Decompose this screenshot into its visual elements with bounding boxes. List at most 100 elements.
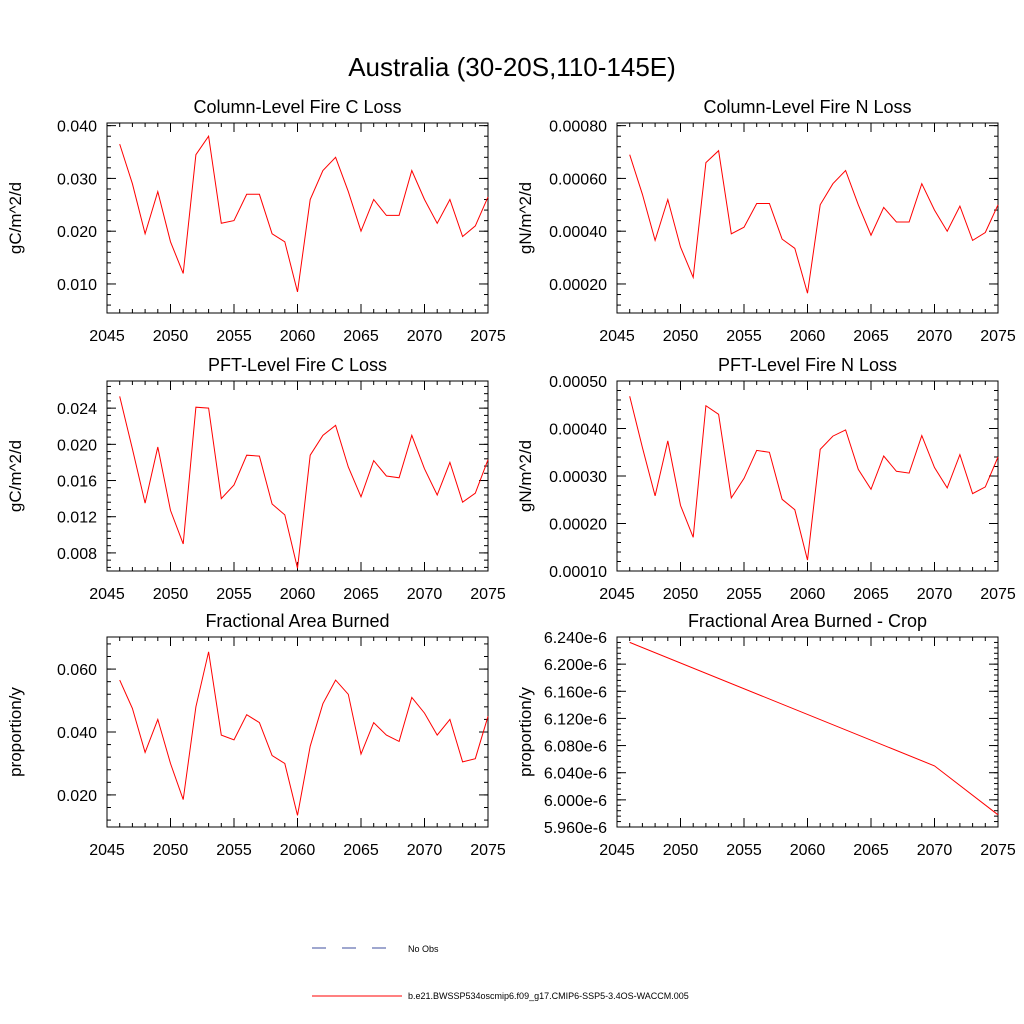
y-tick-label: 0.00080: [549, 119, 607, 136]
x-tick-label: 2055: [216, 586, 252, 603]
x-tick-label: 2050: [153, 328, 189, 345]
x-tick-label: 2050: [663, 842, 699, 859]
x-tick-label: 2055: [216, 842, 252, 859]
y-tick-label: 6.240e-6: [544, 630, 607, 647]
y-axis-label: gC/m^2/d: [6, 182, 25, 254]
y-tick-label: 0.00050: [549, 374, 607, 391]
page-title: Australia (30-20S,110-145E): [348, 52, 676, 82]
y-axis-label: gC/m^2/d: [6, 440, 25, 512]
x-tick-label: 2075: [470, 842, 506, 859]
panel-title: PFT-Level Fire C Loss: [208, 355, 387, 375]
x-tick-label: 2065: [343, 842, 379, 859]
y-tick-label: 0.00020: [549, 517, 607, 534]
x-tick-label: 2060: [790, 586, 826, 603]
plot-frame: [616, 380, 999, 572]
y-tick-label: 0.010: [57, 277, 97, 294]
y-tick-label: 6.080e-6: [544, 739, 607, 756]
y-tick-label: 0.00010: [549, 564, 607, 581]
y-axis-label: gN/m^2/d: [516, 182, 535, 254]
legend: No Obs b.e21.BWSSP534oscmip6.f09_g17.CMI…: [312, 944, 689, 1001]
x-tick-label: 2065: [853, 328, 889, 345]
y-tick-label: 0.00030: [549, 469, 607, 486]
x-tick-label: 2075: [980, 842, 1016, 859]
x-tick-label: 2070: [407, 842, 443, 859]
x-tick-label: 2070: [917, 586, 953, 603]
y-tick-label: 6.000e-6: [544, 793, 607, 810]
y-tick-label: 0.012: [57, 510, 97, 527]
panel-title: Column-Level Fire C Loss: [193, 97, 401, 117]
x-tick-label: 2060: [280, 328, 316, 345]
x-tick-label: 2070: [917, 842, 953, 859]
y-tick-label: 0.020: [57, 224, 97, 241]
x-tick-label: 2050: [663, 586, 699, 603]
panel-3: PFT-Level Fire C Loss gC/m^2/d 2045 2050 205…: [6, 355, 506, 603]
y-tick-label: 6.200e-6: [544, 657, 607, 674]
y-tick-label: 0.016: [57, 474, 97, 491]
y-tick-label: 0.00040: [549, 224, 607, 241]
x-tick-label: 2055: [726, 328, 762, 345]
legend-label-no-obs: No Obs: [408, 944, 439, 954]
y-axis-label: proportion/y: [516, 687, 535, 777]
x-tick-label: 2070: [917, 328, 953, 345]
y-tick-label: 6.160e-6: [544, 684, 607, 701]
panel-5: Fractional Area Burned proportion/y 2045 20…: [6, 611, 506, 859]
series-line: [629, 396, 999, 561]
y-tick-label: 6.120e-6: [544, 711, 607, 728]
y-tick-label: 0.00040: [549, 422, 607, 439]
x-tick-label: 2065: [853, 586, 889, 603]
series-line: [629, 149, 999, 294]
x-tick-label: 2050: [663, 328, 699, 345]
x-tick-label: 2045: [599, 842, 635, 859]
series-line: [119, 396, 489, 569]
x-tick-label: 2045: [599, 586, 635, 603]
plot-frame: [106, 380, 489, 572]
y-axis-label: gN/m^2/d: [516, 440, 535, 512]
y-tick-label: 0.00060: [549, 171, 607, 188]
panel-6: Fractional Area Burned - Crop proportion/…: [516, 611, 1016, 859]
y-tick-label: 0.040: [57, 725, 97, 742]
panel-2: Column-Level Fire N Loss gN/m^2/d 2045 2050…: [516, 97, 1016, 345]
x-tick-label: 2065: [343, 328, 379, 345]
panel-4: PFT-Level Fire N Loss gN/m^2/d 2045 2050 205…: [516, 355, 1016, 603]
y-tick-label: 0.00020: [549, 277, 607, 294]
plot-frame: [106, 636, 489, 828]
x-tick-label: 2060: [280, 586, 316, 603]
x-tick-label: 2075: [980, 328, 1016, 345]
legend-label-model-run: b.e21.BWSSP534oscmip6.f09_g17.CMIP6-SSP5…: [408, 991, 689, 1001]
y-tick-label: 0.020: [57, 788, 97, 805]
x-tick-label: 2045: [89, 328, 125, 345]
y-tick-label: 0.020: [57, 437, 97, 454]
x-tick-label: 2060: [790, 328, 826, 345]
x-tick-label: 2065: [343, 586, 379, 603]
series-line: [119, 651, 489, 816]
panel-title: Fractional Area Burned: [205, 611, 389, 631]
y-axis-label: proportion/y: [6, 687, 25, 777]
y-tick-label: 0.008: [57, 546, 97, 563]
x-tick-label: 2055: [726, 586, 762, 603]
x-tick-label: 2075: [980, 586, 1016, 603]
x-tick-label: 2075: [470, 328, 506, 345]
x-tick-label: 2050: [153, 586, 189, 603]
x-tick-label: 2075: [470, 586, 506, 603]
x-tick-label: 2070: [407, 586, 443, 603]
x-tick-label: 2060: [790, 842, 826, 859]
plot-frame: [616, 122, 999, 314]
x-tick-label: 2070: [407, 328, 443, 345]
x-tick-label: 2055: [216, 328, 252, 345]
panel-title: Column-Level Fire N Loss: [703, 97, 911, 117]
panel-1: Column-Level Fire C Loss gC/m^2/d 2045 2050…: [6, 97, 506, 345]
x-tick-label: 2050: [153, 842, 189, 859]
y-tick-label: 0.060: [57, 662, 97, 679]
series-line: [119, 134, 489, 293]
panel-title: Fractional Area Burned - Crop: [688, 611, 927, 631]
y-tick-label: 0.024: [57, 401, 97, 418]
y-tick-label: 0.030: [57, 171, 97, 188]
y-tick-label: 6.040e-6: [544, 766, 607, 783]
x-tick-label: 2055: [726, 842, 762, 859]
x-tick-label: 2065: [853, 842, 889, 859]
x-tick-label: 2045: [89, 842, 125, 859]
panels: Column-Level Fire C Loss gC/m^2/d 2045 2050…: [6, 97, 1016, 859]
x-tick-label: 2060: [280, 842, 316, 859]
plot-frame: [616, 636, 999, 828]
